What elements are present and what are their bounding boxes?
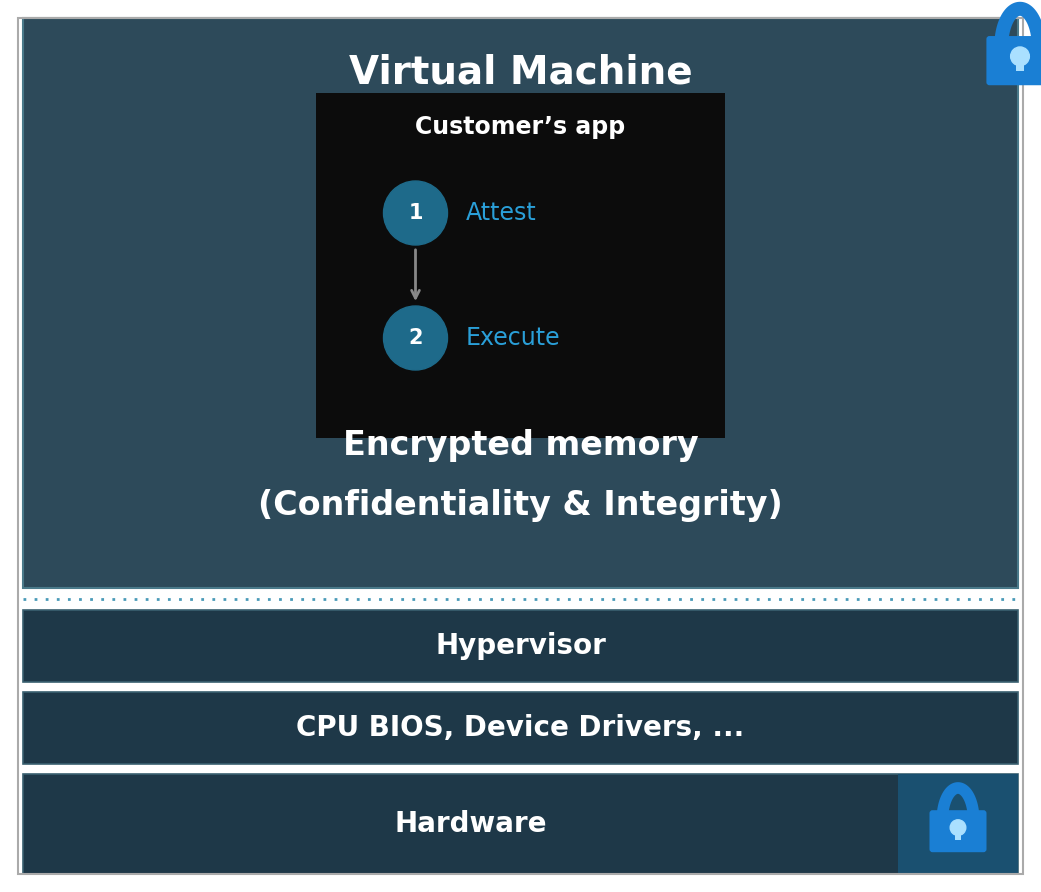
Text: Customer’s app: Customer’s app [415,115,626,139]
FancyBboxPatch shape [1016,56,1023,70]
FancyBboxPatch shape [23,610,1018,682]
Text: 1: 1 [408,203,423,223]
FancyBboxPatch shape [23,774,1018,874]
Text: Hardware: Hardware [395,810,547,838]
Text: CPU BIOS, Device Drivers, ...: CPU BIOS, Device Drivers, ... [297,714,744,742]
Circle shape [383,306,448,370]
Text: Encrypted memory: Encrypted memory [342,430,699,462]
FancyBboxPatch shape [898,774,1018,874]
Text: Execute: Execute [465,326,560,350]
Text: 2: 2 [408,328,423,348]
FancyBboxPatch shape [930,810,987,852]
FancyBboxPatch shape [315,93,726,438]
FancyBboxPatch shape [987,36,1041,86]
FancyArrowPatch shape [411,250,420,298]
Text: (Confidentiality & Integrity): (Confidentiality & Integrity) [258,490,783,523]
FancyBboxPatch shape [23,18,1018,588]
Text: Attest: Attest [465,201,536,225]
Circle shape [383,181,448,245]
Text: Virtual Machine: Virtual Machine [349,53,692,91]
Text: Hypervisor: Hypervisor [435,632,606,660]
FancyBboxPatch shape [23,692,1018,764]
FancyBboxPatch shape [955,828,961,839]
Circle shape [1011,47,1030,66]
Circle shape [950,820,966,836]
